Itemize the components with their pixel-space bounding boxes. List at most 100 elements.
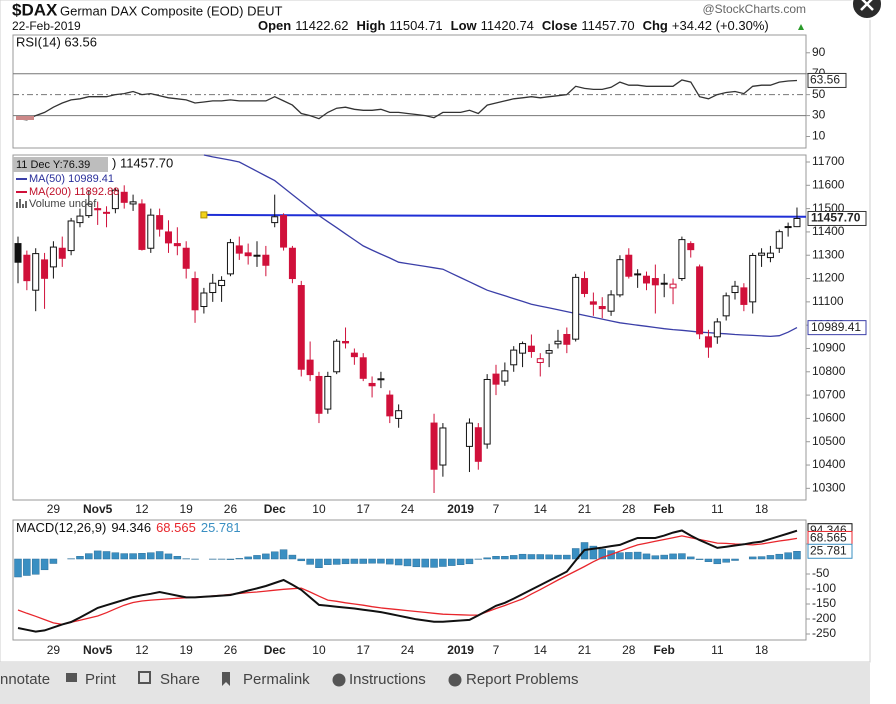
histogram-bar [403,558,412,567]
histogram-bar [731,558,739,561]
macd-tick-label: -250 [812,626,836,640]
y-tick-label: 11100 [812,294,844,308]
rsi-value-box [807,72,847,88]
candle-body [589,301,597,305]
histogram-bar [394,558,403,566]
candle-body [368,382,376,387]
macd-tick-label: -100 [812,581,836,595]
x-tick-label: 7 [493,502,500,516]
y-tick-label: 10400 [812,457,846,471]
x-tick-label: 29 [47,502,61,516]
candle-body [315,375,323,414]
macd-tick-label: -150 [812,596,836,610]
candle-body [94,208,102,211]
histogram-bar [262,553,270,560]
close-x[interactable] [860,0,874,11]
up-triangle [798,24,804,30]
candle-body [731,285,739,294]
report-icon [448,673,462,687]
candle-body [536,358,544,363]
signal-line [17,535,798,626]
toolbar-item[interactable]: Instructions [349,671,426,688]
candle-body [386,394,394,417]
candle-body [147,214,155,249]
x-tick-label: Dec [264,643,286,657]
y-tick-label: 11200 [812,271,845,285]
candle-body [704,336,712,348]
x-tick-label: 17 [357,643,371,657]
candle-body [660,282,668,285]
toolbar-item[interactable]: Permalink [243,671,310,688]
macd-legend-value: 68.565 [156,520,196,535]
candle-body [722,295,730,317]
candle-body [129,201,137,205]
histogram-bar [589,545,598,560]
y-tick-label: 11700 [812,154,845,168]
tooltip-bg [13,157,108,172]
candle-body [465,422,473,447]
candle-body [483,378,491,445]
x-tick-label: 19 [180,643,194,657]
candle-body [793,217,801,228]
candle-body [182,247,190,269]
candle-body [244,252,252,257]
candle-body [200,292,208,308]
toolbar-item[interactable]: Share [160,671,200,688]
candle-body [156,215,164,230]
histogram-bar [784,552,792,560]
histogram-bar [669,553,677,560]
x-tick-label: 11 [711,643,724,657]
candle-body [41,259,49,279]
rsi-tick-label: 50 [812,87,826,101]
macd-legend-name: MACD(12,26,9) [16,520,106,535]
candle-body [333,340,341,373]
ohlc-value: 11422.62 [295,18,348,33]
candle-body [651,278,659,286]
x-tick-label: 29 [47,643,61,657]
x-tick-label: 10 [312,502,326,516]
x-tick-label: Dec [264,502,286,516]
close-button[interactable] [851,0,883,20]
date: 22-Feb-2019 [12,19,81,33]
brand: @StockCharts.com [702,2,806,16]
candle-body [32,253,40,291]
toolbar-bg [0,662,870,704]
histogram-bar [244,556,252,560]
histogram-bar [49,558,58,564]
histogram-bar [147,552,155,560]
y-tick-label: 10900 [812,341,846,355]
ohlc-value: 11504.71 [389,18,442,33]
toolbar-item[interactable]: Report Problems [466,671,579,688]
x-tick-label: 12 [135,502,149,516]
ohlc-label: Chg [643,18,668,33]
security-name: German DAX Composite (EOD) DEUT [60,3,283,18]
price-legend: ) 11457.70 [112,155,173,170]
toolbar-item[interactable]: nnotate [0,671,50,688]
candle-body [271,216,279,224]
close-circle[interactable] [851,0,883,20]
candle-body [226,242,234,275]
histogram-bar [138,553,146,560]
macd-value-box [807,543,853,559]
candle-body [563,333,571,345]
candle-body [235,245,243,254]
instructions-icon [332,673,346,687]
histogram-bar [23,558,31,576]
candle-body [377,378,385,381]
rsi-panel [12,34,807,149]
ma200-legend: MA(200) 11892.88 [29,186,119,198]
ohlc-value: +34.42 (+0.30%) [672,18,769,33]
candle-body [23,254,31,282]
toolbar-item[interactable]: Print [85,671,117,688]
x-tick-label: 18 [755,502,769,516]
candle-body [642,275,650,284]
candle-body [120,191,128,203]
histogram-bar [155,551,164,560]
histogram-bar [111,552,120,560]
y-tick-label: 10800 [812,364,846,378]
histogram-bar [85,553,93,560]
histogram-bar [775,553,784,560]
histogram-bar [766,555,775,560]
